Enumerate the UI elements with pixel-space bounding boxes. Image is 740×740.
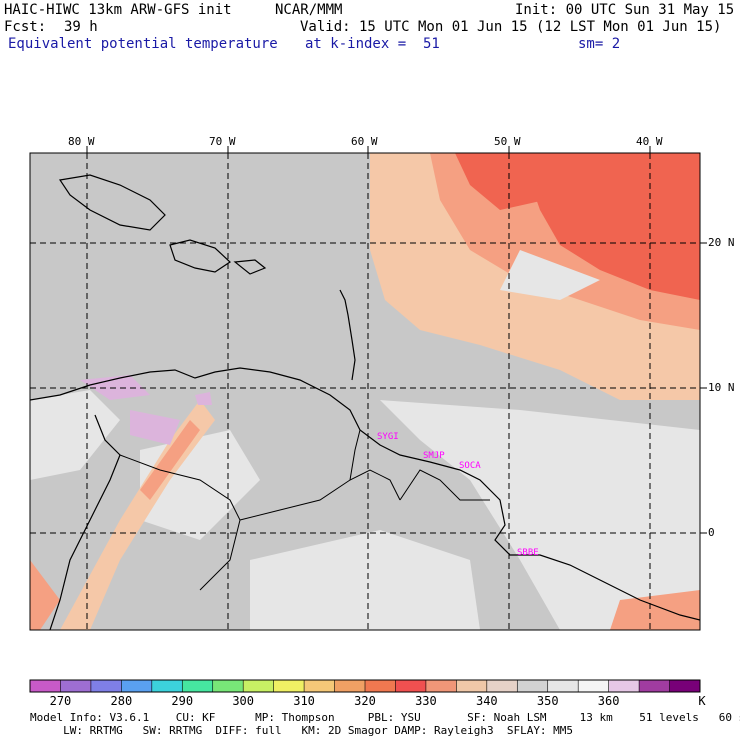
forecast-hours: 39 h — [64, 19, 98, 35]
colorbar-swatch — [30, 680, 61, 692]
colorbar-swatch — [456, 680, 488, 692]
level-label: at k-index = 51 — [305, 36, 440, 52]
colorbar-tick-label: 270 — [49, 694, 72, 708]
lat-label-10n: 10 N — [708, 381, 735, 394]
colorbar — [29, 679, 701, 693]
colorbar-swatch — [395, 680, 427, 692]
graticule — [30, 153, 700, 630]
colorbar-swatch — [304, 680, 336, 692]
colorbar-tick-label: 350 — [536, 694, 559, 708]
colorbar-tick-label: 310 — [293, 694, 315, 708]
theta-e-field — [30, 153, 700, 630]
colorbar-swatch — [212, 680, 244, 692]
colorbar-swatch — [425, 680, 457, 692]
lon-label-60w: 60 W — [351, 135, 378, 148]
axis-ticks — [86, 146, 707, 534]
colorbar-swatch — [578, 680, 610, 692]
map-frame — [29, 152, 701, 631]
lon-label-40w: 40 W — [636, 135, 663, 148]
colorbar-swatch — [669, 680, 701, 692]
forecast-label: Fcst: — [4, 19, 47, 35]
station-soca: SOCA — [459, 461, 481, 471]
lon-label-80w: 80 W — [68, 135, 95, 148]
org-label: NCAR/MMM — [275, 2, 343, 18]
colorbar-swatch — [273, 680, 305, 692]
colorbar-swatch — [90, 680, 122, 692]
physics-info-line: LW: RRTMG SW: RRTMG DIFF: full KM: 2D Sm… — [30, 724, 574, 737]
colorbar-swatch — [151, 680, 183, 692]
colorbar-swatch — [517, 680, 549, 692]
model-info-line: Model Info: V3.6.1 CU: KF MP: Thompson P… — [30, 711, 740, 724]
colorbar-swatch — [243, 680, 275, 692]
lon-label-70w: 70 W — [209, 135, 236, 148]
station-sbbe: SBBE — [517, 548, 539, 558]
valid-time: Valid: 15 UTC Mon 01 Jun 15 (12 LST Mon … — [300, 19, 722, 35]
colorbar-swatch — [639, 680, 671, 692]
colorbar-swatch — [182, 680, 214, 692]
colorbar-swatch — [365, 680, 396, 692]
smoothing-label: sm= 2 — [578, 36, 621, 52]
lat-label-20n: 20 N — [708, 236, 735, 249]
lon-label-50w: 50 W — [494, 135, 521, 148]
station-smjp: SMJP — [423, 451, 445, 461]
colorbar-tick-label: 330 — [415, 694, 437, 708]
init-time: Init: 00 UTC Sun 31 May 15 — [515, 2, 735, 18]
colorbar-tick-label: 320 — [354, 694, 376, 708]
colorbar-swatch — [486, 680, 518, 692]
colorbar-tick-label: 300 — [232, 694, 255, 708]
field-name: Equivalent potential temperature — [8, 36, 278, 52]
lat-label-0: 0 — [708, 526, 715, 539]
colorbar-swatch — [608, 680, 640, 692]
colorbar-tick-label: 340 — [475, 694, 498, 708]
colorbar-swatch — [121, 680, 153, 692]
colorbar-tick-label: 290 — [171, 694, 194, 708]
colorbar-swatch — [547, 680, 579, 692]
colorbar-swatch — [334, 680, 366, 692]
model-title: HAIC-HIWC 13km ARW-GFS init — [4, 2, 232, 18]
station-sygi: SYGI — [377, 432, 399, 442]
colorbar-tick-label: 360 — [597, 694, 620, 708]
colorbar-swatch — [60, 680, 92, 692]
colorbar-tick-label: K — [698, 694, 706, 708]
colorbar-tick-label: 280 — [110, 694, 133, 708]
